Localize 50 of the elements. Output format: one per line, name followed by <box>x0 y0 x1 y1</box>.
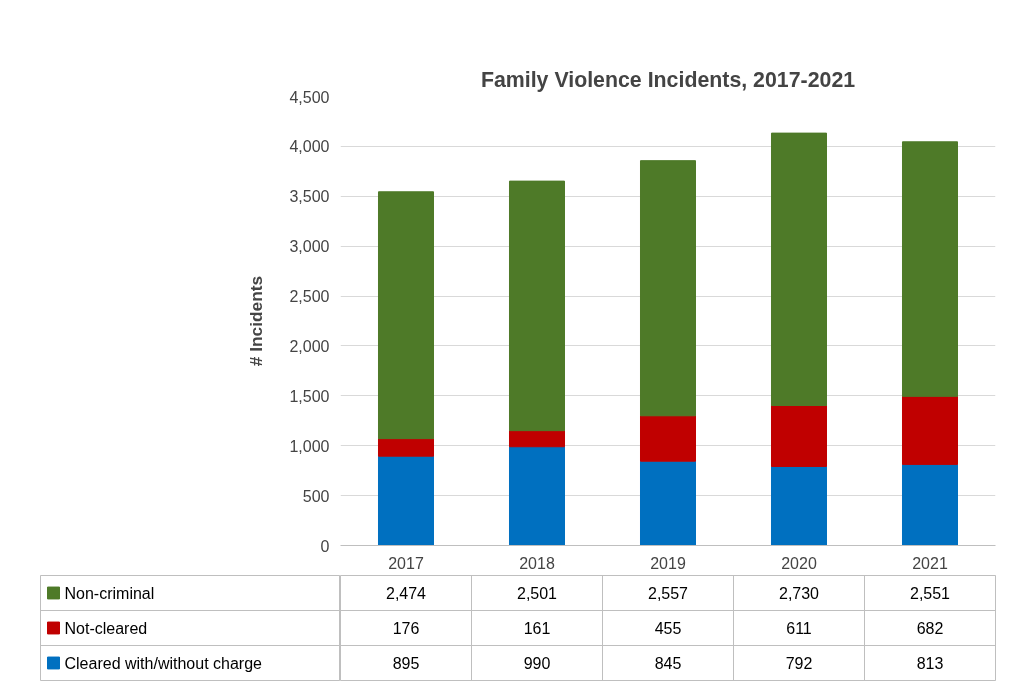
y-axis-title: # Incidents <box>246 275 267 367</box>
bar <box>901 463 959 546</box>
bar <box>901 141 959 397</box>
x-tick-label: 2020 <box>781 554 817 572</box>
y-tick-label: 0 <box>320 537 330 555</box>
bar <box>639 160 697 417</box>
y-tick-label: 4,500 <box>289 88 330 106</box>
data-label: 161 <box>523 620 551 637</box>
bar <box>377 455 435 546</box>
data-label: 176 <box>392 620 420 637</box>
data-label: 611 <box>786 620 812 637</box>
x-tick-label: 2019 <box>650 554 686 572</box>
bar <box>377 438 435 457</box>
data-label: 792 <box>785 655 813 672</box>
bar <box>639 415 697 462</box>
y-tick-label: 1,500 <box>289 387 330 405</box>
data-label: 2,551 <box>909 585 951 602</box>
legend-label: Cleared with/without charge <box>64 654 263 672</box>
data-label: 2,557 <box>647 585 689 602</box>
data-label: 813 <box>916 655 944 672</box>
legend-label: Not-cleared <box>64 619 148 637</box>
chart-title: Family Violence Incidents, 2017-2021 <box>480 67 856 92</box>
x-tick-label: 2018 <box>519 554 555 572</box>
data-label: 895 <box>392 655 420 672</box>
data-label: 455 <box>654 620 682 637</box>
y-tick-label: 3,000 <box>289 238 330 256</box>
bar <box>508 446 566 546</box>
bar <box>901 395 959 465</box>
data-label: 2,474 <box>385 585 427 602</box>
legend-label: Non-criminal <box>64 584 155 602</box>
bar <box>770 465 828 546</box>
x-tick-label: 2017 <box>388 554 424 572</box>
bar <box>377 191 435 440</box>
bar <box>770 405 828 467</box>
y-tick-label: 1,000 <box>289 437 330 455</box>
bar <box>770 132 828 407</box>
bar <box>508 430 566 448</box>
y-tick-label: 500 <box>302 487 330 505</box>
data-label: 990 <box>523 655 551 672</box>
y-tick-label: 2,500 <box>289 288 330 306</box>
x-tick-label: 2021 <box>912 554 948 572</box>
bar <box>508 180 566 432</box>
y-tick-label: 2,000 <box>289 337 330 355</box>
data-label: 845 <box>654 655 682 672</box>
data-label: 2,501 <box>516 585 558 602</box>
y-tick-label: 4,000 <box>289 138 330 156</box>
data-label: 682 <box>916 620 944 637</box>
bar <box>639 460 697 546</box>
data-label: 2,730 <box>778 585 820 602</box>
y-tick-label: 3,500 <box>289 188 330 206</box>
